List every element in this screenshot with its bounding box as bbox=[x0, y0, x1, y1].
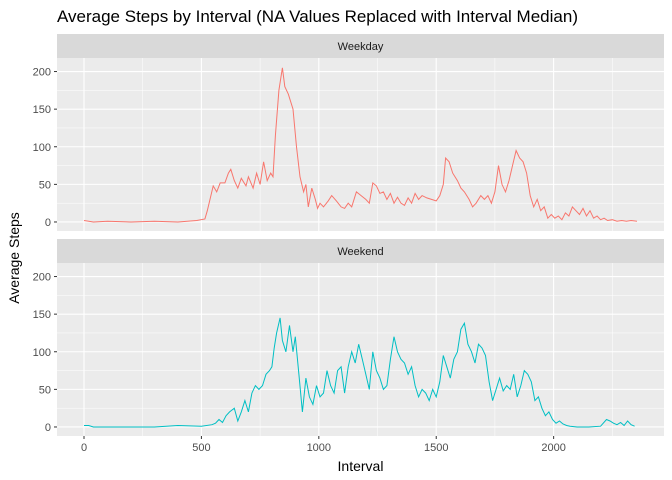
strip-label-weekend: Weekend bbox=[337, 246, 383, 258]
y-tick-label: 200 bbox=[33, 272, 51, 284]
y-tick-label: 150 bbox=[33, 104, 51, 116]
y-tick-label: 150 bbox=[33, 309, 51, 321]
panel-weekday: Weekday 0 50 100 150 200 bbox=[33, 34, 664, 231]
y-tick-label: 200 bbox=[33, 67, 51, 79]
y-tick-label: 100 bbox=[33, 142, 51, 154]
panel-background-weekday bbox=[57, 58, 664, 231]
strip-weekday bbox=[57, 34, 664, 58]
chart-title: Average Steps by Interval (NA Values Rep… bbox=[57, 7, 578, 26]
series-line-weekend bbox=[84, 317, 635, 428]
strip-label-weekday: Weekday bbox=[338, 41, 384, 53]
panel-weekend: Weekend 0 50 100 150 200 bbox=[33, 239, 664, 436]
y-tick-label: 50 bbox=[39, 384, 51, 396]
y-tick-label: 0 bbox=[45, 217, 51, 229]
x-tick-labels: 0 500 1000 1500 2000 bbox=[81, 436, 566, 454]
x-tick-label: 0 bbox=[81, 442, 87, 454]
x-axis-title: Interval bbox=[338, 458, 384, 474]
y-tick-labels-weekend: 0 50 100 150 200 bbox=[33, 272, 51, 434]
y-tick-labels-weekday: 0 50 100 150 200 bbox=[33, 67, 51, 229]
x-tick-label: 1000 bbox=[307, 442, 331, 454]
y-tick-label: 100 bbox=[33, 347, 51, 359]
y-axis-title: Average Steps bbox=[6, 212, 22, 304]
y-tick-label: 0 bbox=[45, 422, 51, 434]
x-tick-label: 2000 bbox=[541, 442, 565, 454]
gridlines-weekday bbox=[54, 58, 664, 231]
x-tick-label: 500 bbox=[192, 442, 210, 454]
panel-background-weekend bbox=[57, 263, 664, 436]
strip-weekend bbox=[57, 239, 664, 263]
series-line-weekday bbox=[83, 67, 638, 223]
x-tick-label: 1500 bbox=[424, 442, 448, 454]
y-tick-label: 50 bbox=[39, 179, 51, 191]
